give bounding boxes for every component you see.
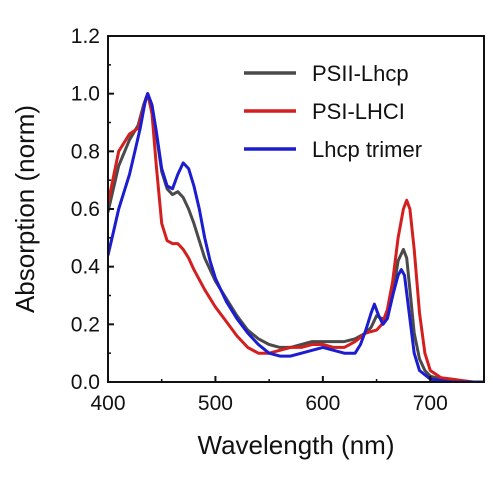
series-layer [108, 92, 484, 382]
legend-label: PSI-LHCI [312, 99, 405, 124]
legend: PSII-Lhcp PSI-LHCI Lhcp trimer [244, 61, 422, 162]
x-tick-label: 500 [198, 392, 233, 415]
series-line-lhcp-trimer [108, 92, 484, 382]
series-line-psii-lhcp [108, 92, 484, 382]
x-axis-title: Wavelength (nm) [198, 430, 395, 460]
y-tick-label: 1.2 [71, 25, 100, 48]
x-tick-label: 400 [90, 392, 125, 415]
y-tick-label: 0.6 [71, 198, 100, 221]
legend-label: Lhcp trimer [312, 137, 422, 162]
series-line-psi-lhci [108, 92, 484, 382]
x-tick-label: 700 [413, 392, 448, 415]
y-tick-label: 0.0 [71, 371, 100, 394]
x-axis: 400 500 600 700 [90, 376, 448, 415]
y-tick-label: 0.4 [71, 256, 101, 279]
plot-frame [107, 35, 485, 383]
y-axis: 0.0 0.2 0.4 0.6 0.8 1.0 1.2 [71, 25, 114, 394]
y-tick-label: 1.0 [71, 83, 100, 106]
x-tick-label: 600 [305, 392, 340, 415]
y-axis-title: Absorption (norm) [10, 105, 40, 313]
y-tick-label: 0.2 [71, 313, 100, 336]
legend-label: PSII-Lhcp [312, 61, 409, 86]
y-tick-label: 0.8 [71, 140, 100, 163]
